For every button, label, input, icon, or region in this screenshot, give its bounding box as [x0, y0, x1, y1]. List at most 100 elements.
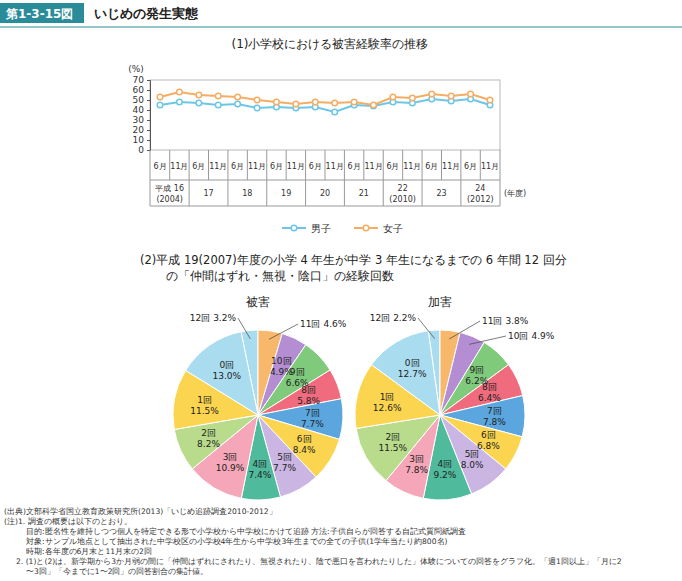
series-marker [235, 101, 241, 107]
data-label-category: 1回 [197, 395, 212, 405]
series-line [160, 99, 490, 112]
data-label-category: 6回 [297, 434, 312, 444]
series-marker [332, 109, 338, 115]
table-rule [460, 150, 461, 206]
series-marker [235, 94, 241, 100]
data-label-category: 3回 [409, 454, 424, 464]
plot-area [157, 89, 493, 115]
table-rule [344, 150, 345, 206]
data-label-value: 7.7% [273, 463, 296, 473]
data-label: 12回3.2% [190, 313, 237, 323]
x-tick-label: 6月 [309, 162, 322, 171]
x-group-sublabel: (2004) [156, 195, 183, 204]
table-rule [266, 150, 267, 206]
pie-title: 被害 [246, 295, 270, 309]
table-rule [305, 150, 306, 206]
series-marker [371, 103, 377, 109]
x-tick-label: 6月 [464, 162, 477, 171]
series-marker [254, 97, 260, 103]
x-group-label: 24 [475, 184, 485, 193]
series-marker [410, 95, 416, 101]
label-leader [238, 318, 250, 339]
y-tick-mark [147, 130, 150, 131]
data-label-value: 7.7% [301, 419, 324, 429]
series-marker [274, 99, 280, 105]
x-tick-label: 6月 [153, 162, 166, 171]
data-label-category: 10回 [271, 356, 291, 366]
table-rule [150, 206, 500, 207]
data-label-value: 8.2% [197, 439, 220, 449]
legend-marker [363, 225, 369, 231]
data-label: 10回4.9% [508, 331, 555, 341]
legend-marker [291, 225, 297, 231]
data-label-value: 4.6% [323, 319, 346, 329]
table-rule [227, 150, 228, 206]
series-marker [177, 99, 183, 105]
table-rule [422, 150, 423, 206]
x-group-label: 18 [242, 189, 252, 198]
x-tick-label: 11月 [326, 162, 344, 171]
y-tick-mark [147, 80, 150, 81]
note: 〜3回」「今までに1〜2回」の回答割合の集計値。 [26, 567, 209, 576]
legend-label: 男子 [311, 223, 331, 234]
y-tick-label: 40 [133, 105, 145, 115]
data-label-value: 3.8% [505, 316, 528, 326]
series-marker [293, 101, 299, 107]
x-group-label: 17 [203, 189, 213, 198]
series-marker [468, 91, 474, 97]
x-tick-label: 6月 [270, 162, 283, 171]
series-line [160, 92, 490, 105]
y-tick-mark [147, 120, 150, 121]
table-rule [383, 150, 384, 206]
data-label-category: 7回 [305, 408, 320, 418]
figure-number: 第1-3-15図 [5, 7, 73, 21]
data-label-category: 0回 [405, 358, 420, 368]
header-badge [0, 3, 84, 23]
table-rule [150, 150, 151, 206]
y-tick-label: 10 [133, 135, 145, 145]
y-tick-label: 30 [133, 115, 145, 125]
data-label-value: 13.0% [213, 371, 242, 381]
series-marker [196, 92, 202, 98]
series-marker [312, 99, 318, 105]
note: 時期:各年度の6月末と11月末の2回 [26, 547, 152, 556]
data-label-value: 8.0% [461, 460, 484, 470]
x-tick-label: 11月 [209, 162, 227, 171]
pie-slice [372, 331, 440, 415]
series-marker [429, 91, 435, 97]
series-marker [487, 97, 493, 103]
figure-title: いじめの発生実態 [94, 6, 199, 21]
data-label-value: 10.9% [216, 463, 245, 473]
x-group-sublabel: (2012) [467, 195, 494, 204]
series-marker [157, 94, 163, 100]
data-label-category: 10回 [508, 331, 528, 341]
y-tick: 20 [133, 125, 150, 135]
data-label-category: 2回 [385, 432, 400, 442]
y-tick-label: 60 [133, 85, 145, 95]
y-tick: 40 [133, 105, 150, 115]
x-tick-label: 11月 [170, 162, 188, 171]
y-tick-mark [147, 110, 150, 111]
data-label-category: 9回 [469, 365, 484, 375]
data-label-value: 2.2% [393, 313, 416, 323]
data-label-value: 12.6% [373, 403, 402, 413]
data-label-category: 0回 [219, 360, 234, 370]
note: 2. (1)と(2)は、新学期から3か月弱の間に「仲間はずれにされたり、無視され… [16, 557, 622, 566]
figure: 第1-3-15図いじめの発生実態(1)小学校における被害経験率の推移010203… [0, 0, 682, 581]
x-tick-label: 11月 [442, 162, 460, 171]
x-tick-label: 6月 [425, 162, 438, 171]
data-label-category: 5回 [465, 449, 480, 459]
data-label-category: 4回 [253, 459, 268, 469]
y-tick-mark [147, 140, 150, 141]
note: (出典)文部科学省国立教育政策研究所(2013)「いじめ追跡調査2010-201… [4, 507, 277, 516]
x-group-sublabel: (2010) [389, 195, 416, 204]
y-axis-title: (%) [128, 64, 144, 74]
data-label-category: 12回 [190, 313, 210, 323]
data-label-category: 6回 [481, 430, 496, 440]
series-marker [215, 93, 221, 99]
series-marker [215, 102, 221, 108]
data-label-value: 7.8% [483, 417, 506, 427]
data-label-category: 11回 [300, 319, 320, 329]
label-leader [418, 318, 435, 339]
y-tick: 30 [133, 115, 150, 125]
